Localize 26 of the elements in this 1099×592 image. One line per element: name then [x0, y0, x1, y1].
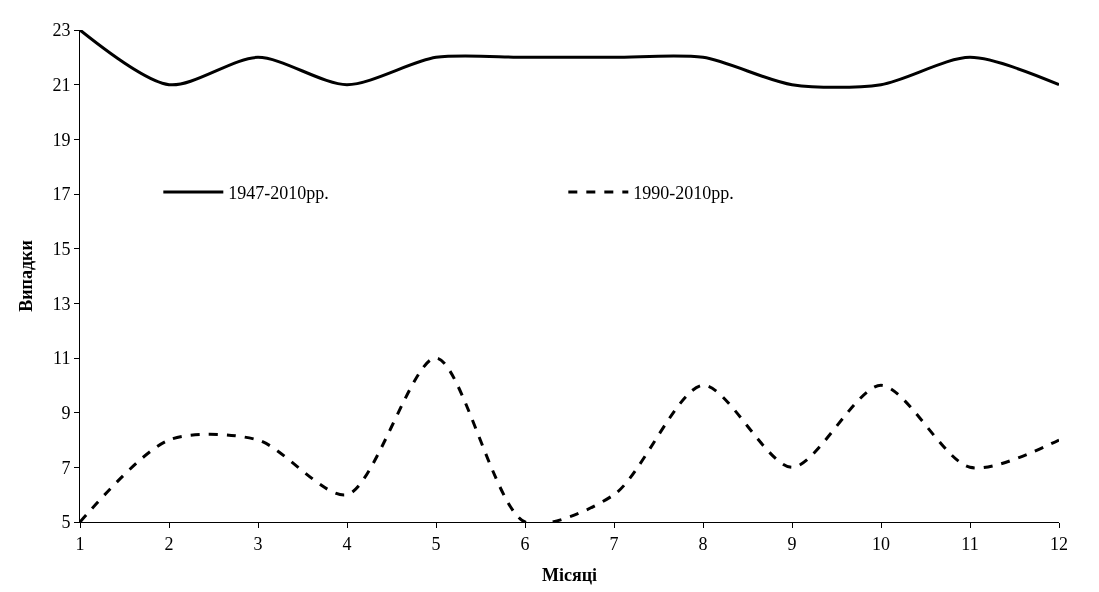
x-tick-label: 5 — [431, 533, 441, 554]
x-tick-label: 3 — [253, 533, 263, 554]
x-tick-label: 6 — [520, 533, 530, 554]
y-tick-label: 15 — [52, 238, 71, 259]
y-tick-label: 19 — [52, 129, 71, 150]
y-tick-label: 7 — [61, 457, 71, 478]
x-tick-label: 11 — [961, 533, 979, 554]
y-tick-label: 13 — [52, 293, 71, 314]
y-tick-label: 17 — [52, 184, 71, 205]
x-tick-label: 12 — [1050, 533, 1068, 554]
legend-label: 1990-2010рр. — [633, 183, 734, 204]
x-tick-label: 8 — [698, 533, 708, 554]
x-tick-label: 9 — [787, 533, 797, 554]
y-tick-label: 23 — [52, 20, 71, 41]
y-tick-label: 21 — [52, 74, 71, 95]
legend-label: 1947-2010рр. — [228, 183, 329, 204]
y-tick-label: 11 — [53, 348, 71, 369]
x-axis-title: Місяці — [541, 564, 598, 585]
x-tick-label: 7 — [609, 533, 619, 554]
y-tick-label: 9 — [61, 402, 71, 423]
x-tick-label: 10 — [872, 533, 890, 554]
y-axis-title: Випадки — [15, 240, 36, 312]
x-tick-label: 2 — [164, 533, 174, 554]
x-tick-label: 1 — [75, 533, 85, 554]
x-tick-label: 4 — [342, 533, 352, 554]
y-tick-label: 5 — [61, 512, 71, 533]
